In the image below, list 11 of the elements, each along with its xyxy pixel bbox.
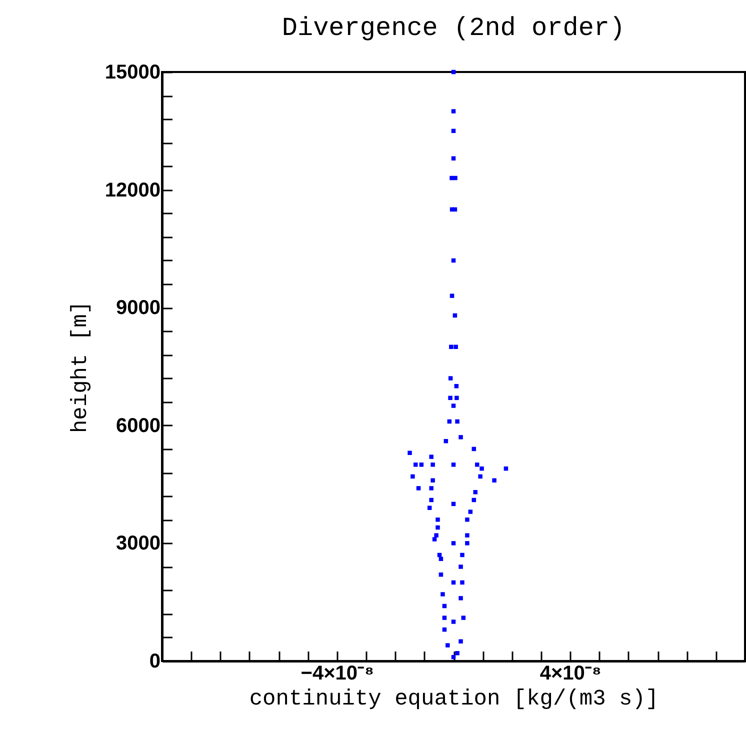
y-tick-label: 12000 <box>104 179 160 202</box>
chart-title: Divergence (2nd order) <box>282 13 626 43</box>
x-axis-title: continuity equation [kg/(m3 s)] <box>249 686 659 712</box>
x-tick-label: 4×10⁻⁸ <box>540 662 602 684</box>
y-tick-label: 0 <box>149 650 160 672</box>
y-tick-label: 9000 <box>116 297 160 320</box>
y-tick-label: 15000 <box>104 62 160 84</box>
y-tick-label: 3000 <box>116 532 160 555</box>
y-axis-title: height [m] <box>68 300 93 434</box>
x-tick-label: −4×10⁻⁸ <box>300 662 374 684</box>
y-tick-label: 6000 <box>116 414 160 437</box>
